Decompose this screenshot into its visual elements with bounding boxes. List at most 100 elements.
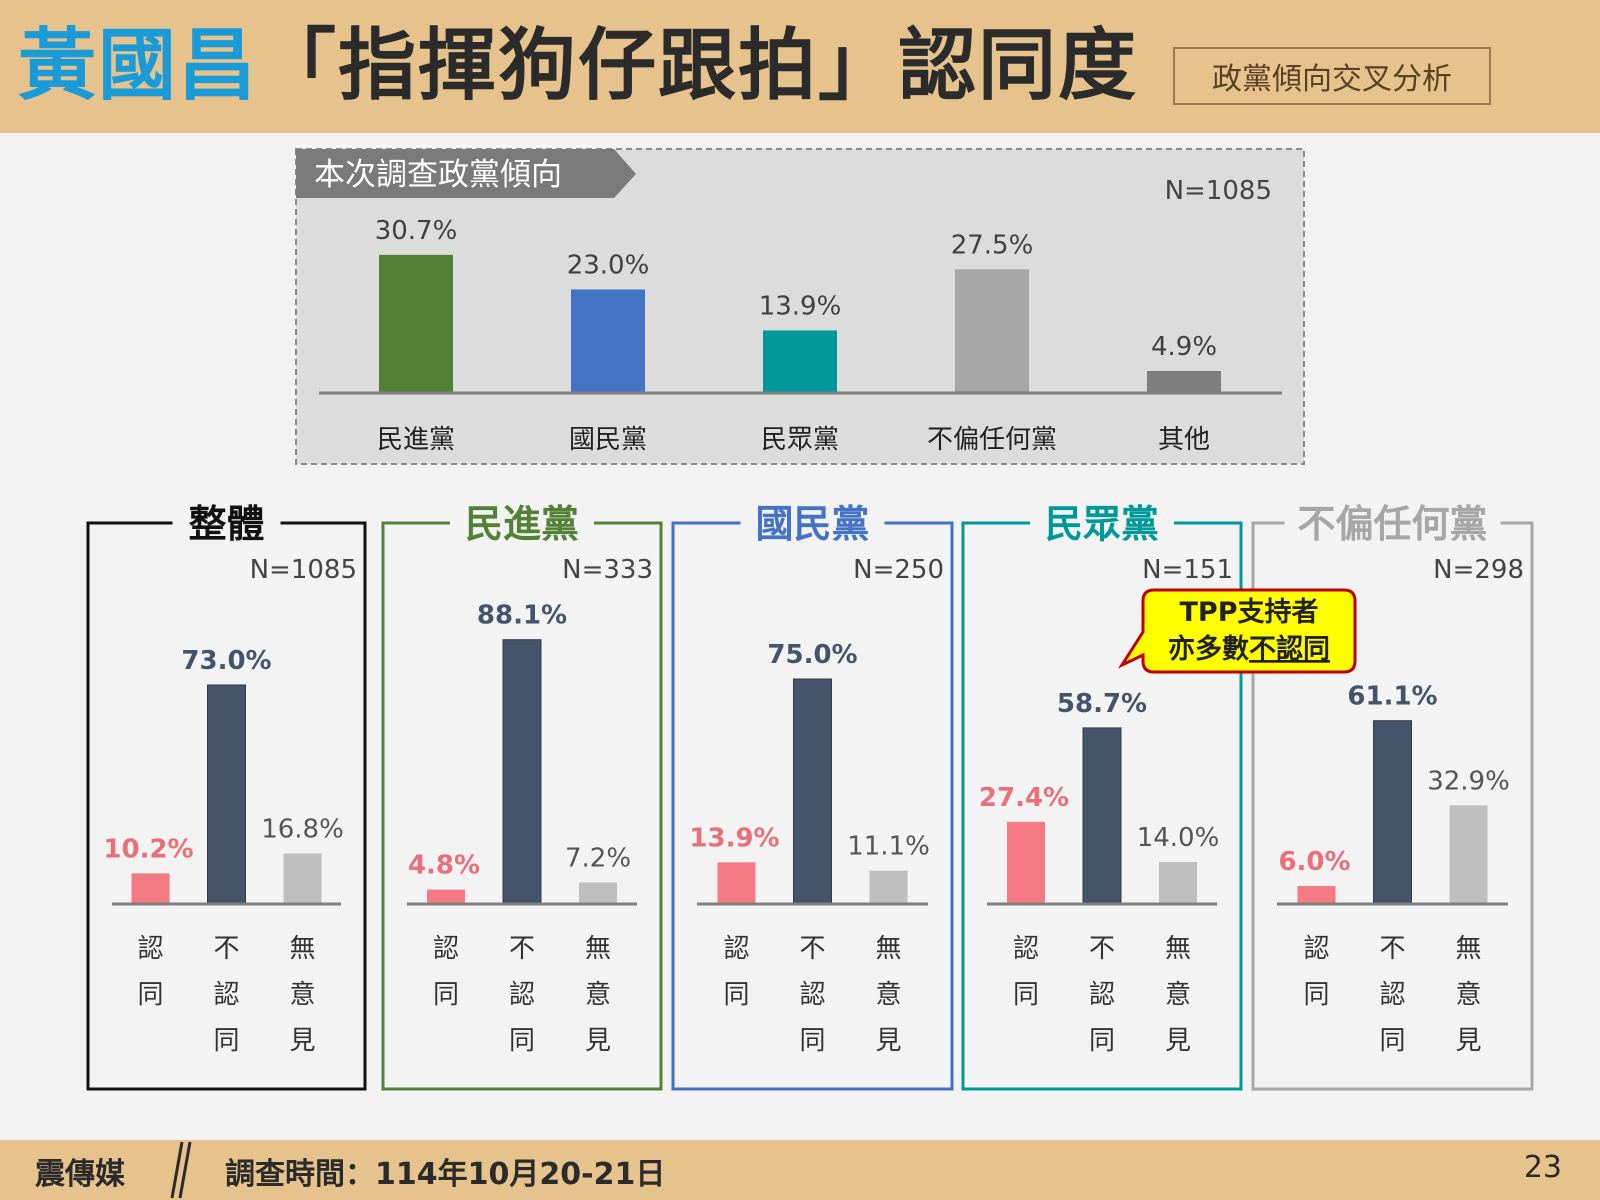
approval-category-char: 不 xyxy=(1089,934,1115,964)
approval-category-char: 不 xyxy=(509,934,535,964)
group-title-gap xyxy=(172,510,281,536)
party-value-label: 13.9% xyxy=(759,291,842,321)
group-title: 整體 xyxy=(188,502,264,546)
approval-value-label: 6.0% xyxy=(1278,847,1350,877)
approval-value-label: 16.8% xyxy=(261,815,344,845)
party-value-label: 4.9% xyxy=(1151,332,1217,362)
approval-category-char: 意 xyxy=(289,980,315,1010)
subtitle-box: 政黨傾向交叉分析 xyxy=(1173,47,1491,105)
party-category-label: 國民黨 xyxy=(569,425,647,455)
approval-category-char: 不 xyxy=(799,934,825,964)
approval-bar xyxy=(717,862,756,904)
survey-time: 調查時間：114年10月20-21日 xyxy=(225,1157,666,1192)
party-bar xyxy=(955,269,1029,393)
approval-category-char: 意 xyxy=(875,980,901,1010)
callout-bubble xyxy=(1117,588,1357,674)
approval-bar xyxy=(1007,821,1045,904)
approval-value-label: 27.4% xyxy=(979,783,1069,813)
approval-category-char: 同 xyxy=(1379,1026,1405,1056)
approval-category-char: 認 xyxy=(723,934,749,964)
approval-category-char: 同 xyxy=(1089,1026,1115,1056)
approval-category-char: 認 xyxy=(1379,980,1405,1010)
group-title-gap xyxy=(1030,510,1174,536)
approval-bar xyxy=(283,853,322,904)
approval-bar xyxy=(207,684,246,905)
approval-category-char: 見 xyxy=(585,1026,611,1056)
approval-bar xyxy=(869,870,908,904)
party-category-label: 民進黨 xyxy=(377,425,455,455)
approval-category-char: 無 xyxy=(1165,934,1191,964)
party-value-label: 30.7% xyxy=(375,216,458,246)
approval-value-label: 75.0% xyxy=(767,640,857,670)
approval-bar xyxy=(793,678,832,905)
approval-value-label: 4.8% xyxy=(408,851,480,881)
approval-category-char: 同 xyxy=(723,980,749,1010)
approval-value-label: 73.0% xyxy=(181,646,271,676)
approval-category-char: 無 xyxy=(875,934,901,964)
footer-bar: 震傳媒 調查時間：114年10月20-21日 23 xyxy=(0,1140,1600,1200)
approval-value-label: 7.2% xyxy=(565,843,631,873)
page-number: 23 xyxy=(1523,1150,1562,1185)
callout-line1: TPP支持者 xyxy=(1180,597,1319,628)
callout-line2-prefix: 亦多數 xyxy=(1168,633,1249,665)
approval-category-char: 同 xyxy=(1013,980,1039,1010)
approval-value-label: 61.1% xyxy=(1347,682,1437,712)
approval-bar xyxy=(131,873,170,904)
approval-value-label: 88.1% xyxy=(477,601,567,631)
party-category-label: 不偏任何黨 xyxy=(927,425,1057,455)
party-bar xyxy=(571,289,645,393)
approval-category-char: 意 xyxy=(1455,980,1481,1010)
approval-category-char: 見 xyxy=(875,1026,901,1056)
party-bar xyxy=(1147,370,1221,393)
party-chart-title: 本次調查政黨傾向 xyxy=(314,157,562,193)
slash-divider-icon xyxy=(170,1141,192,1199)
group-n-label: N=1085 xyxy=(250,555,357,585)
group-title-gap xyxy=(740,510,885,536)
title-highlight: 黃國昌 xyxy=(18,21,259,111)
approval-bar xyxy=(1159,862,1197,904)
approval-value-label: 10.2% xyxy=(103,834,193,864)
approval-bar xyxy=(427,889,465,904)
group-n-label: N=151 xyxy=(1142,555,1233,585)
callout-line2: 亦多數不認同 xyxy=(1168,633,1330,665)
group-title-gap xyxy=(450,510,594,536)
approval-category-char: 認 xyxy=(433,934,459,964)
approval-value-label: 14.0% xyxy=(1137,823,1220,853)
group-n-label: N=250 xyxy=(853,555,944,585)
approval-bar xyxy=(579,882,617,904)
approval-value-label: 13.9% xyxy=(689,823,779,853)
group-title: 國民黨 xyxy=(755,502,869,546)
approval-category-char: 見 xyxy=(1165,1026,1191,1056)
title-rest: 「指揮狗仔跟拍」認同度 xyxy=(258,21,1139,111)
callout-line2-underlined: 不認同 xyxy=(1249,633,1330,665)
approval-category-char: 見 xyxy=(1455,1026,1481,1056)
approval-category-char: 見 xyxy=(289,1026,315,1056)
party-value-label: 27.5% xyxy=(951,230,1034,260)
footer-brand: 震傳媒 xyxy=(35,1157,125,1192)
party-value-label: 23.0% xyxy=(567,251,650,281)
approval-category-char: 同 xyxy=(433,980,459,1010)
approval-category-char: 同 xyxy=(213,1026,239,1056)
approval-bar xyxy=(502,639,542,905)
group-title-gap xyxy=(1284,510,1501,536)
approval-category-char: 意 xyxy=(1165,980,1191,1010)
group-n-label: N=333 xyxy=(562,555,653,585)
page-title: 黃國昌「指揮狗仔跟拍」認同度 xyxy=(18,18,1138,114)
party-chart-title-tab xyxy=(296,149,636,198)
approval-category-char: 認 xyxy=(509,980,535,1010)
approval-bar xyxy=(1373,720,1412,905)
party-chart-panel xyxy=(295,148,1305,465)
party-chart-n: N=1085 xyxy=(1165,176,1272,206)
approval-category-char: 意 xyxy=(585,980,611,1010)
approval-category-char: 認 xyxy=(1089,980,1115,1010)
approval-bar xyxy=(1082,727,1122,905)
approval-bar xyxy=(1297,886,1336,904)
party-category-label: 其他 xyxy=(1158,425,1210,455)
approval-category-char: 無 xyxy=(289,934,315,964)
approval-category-char: 認 xyxy=(799,980,825,1010)
approval-category-char: 同 xyxy=(799,1026,825,1056)
approval-category-char: 無 xyxy=(585,934,611,964)
group-title: 民眾黨 xyxy=(1045,502,1159,546)
approval-value-label: 58.7% xyxy=(1057,689,1147,719)
approval-category-char: 同 xyxy=(137,980,163,1010)
